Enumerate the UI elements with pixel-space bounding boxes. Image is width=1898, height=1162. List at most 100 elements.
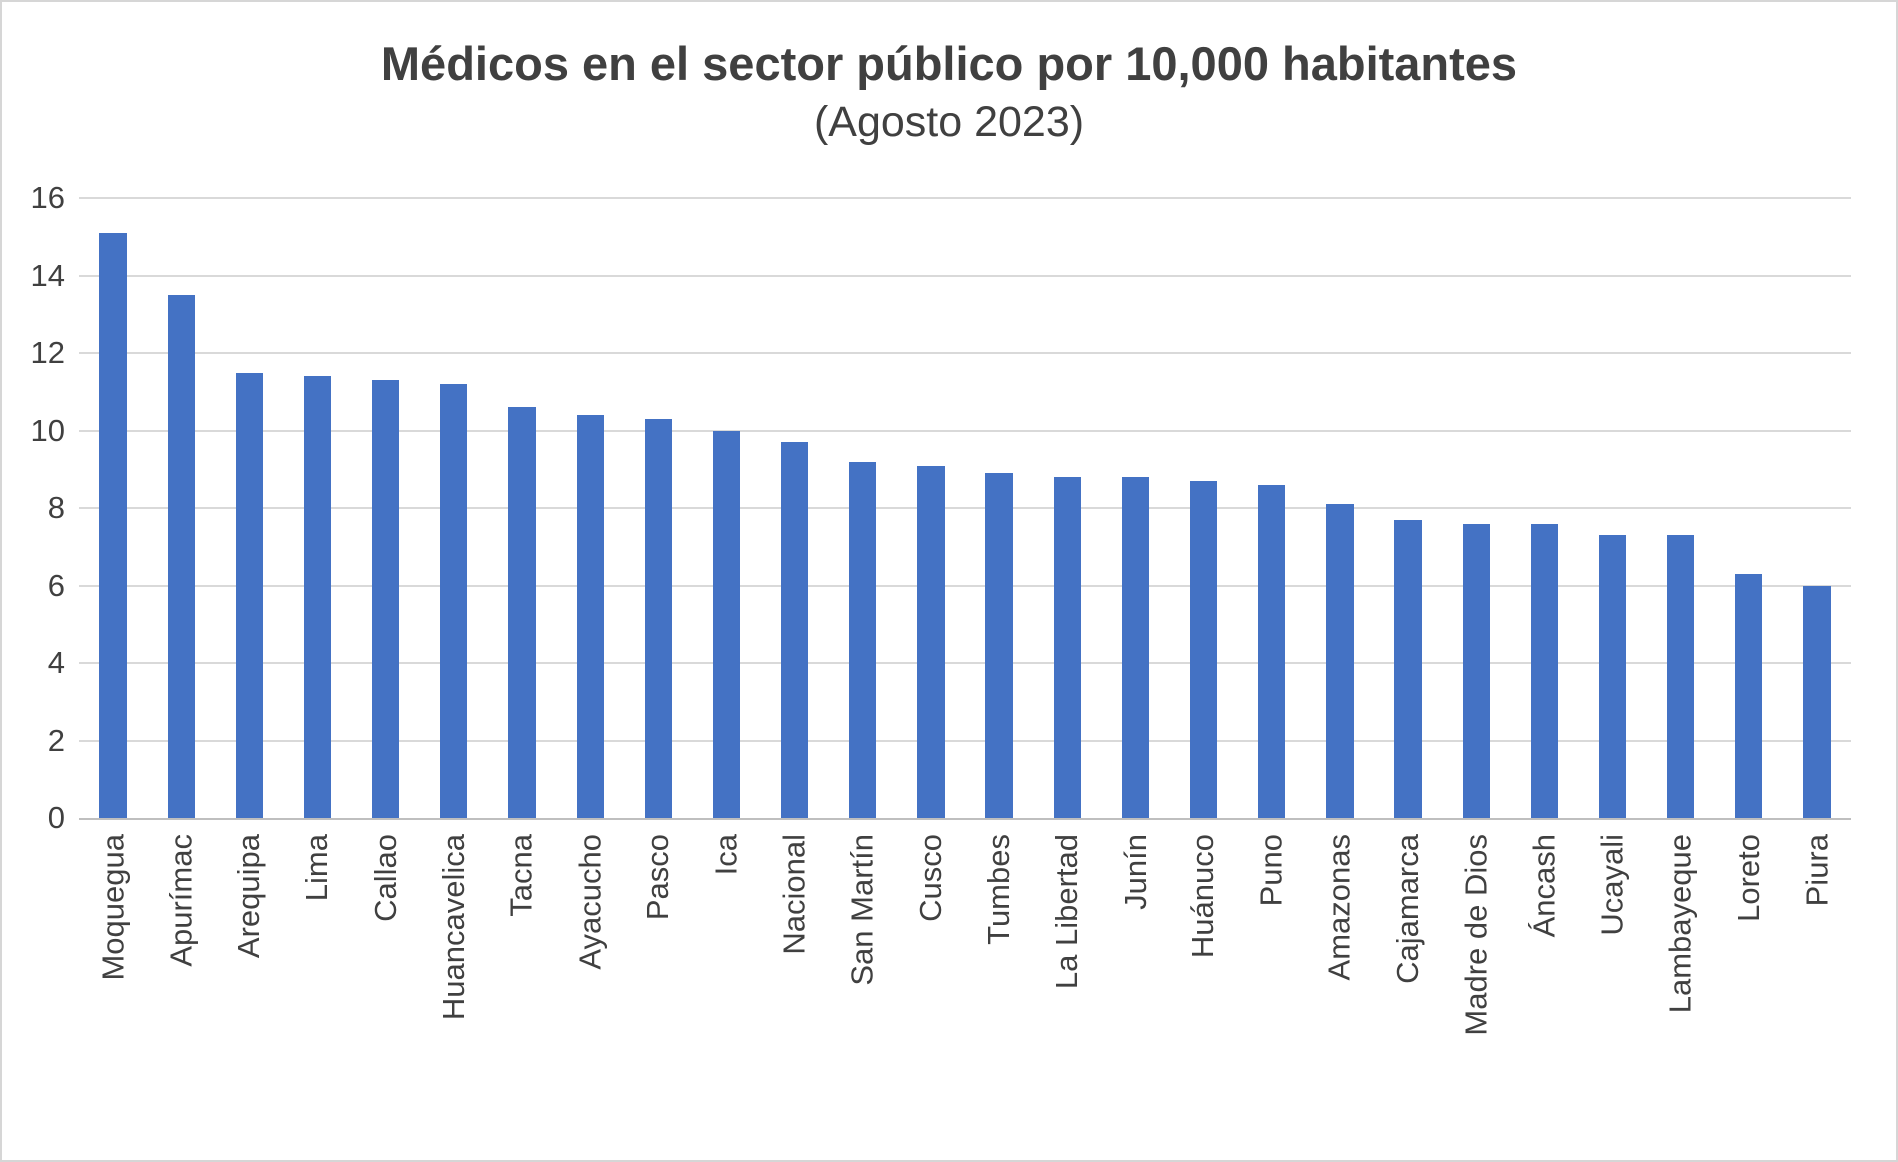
x-tick-label: Huancavelica [435, 834, 471, 1021]
chart-title: Médicos en el sector público por 10,000 … [380, 37, 1518, 90]
x-label-cell: San Martín [829, 834, 897, 1082]
plot-column: Moquegua Apurímac Arequipa Lima Callao Huanca… [79, 197, 1851, 1082]
y-tick-label: 4 [47, 645, 65, 681]
bar-madre-de-dios [1462, 523, 1490, 819]
bar-slot [897, 198, 965, 819]
bar-ayacucho [576, 415, 604, 819]
x-label-cell: Loreto [1715, 834, 1783, 1082]
x-tick-label: Lima [299, 834, 335, 902]
x-label-cell: Ucayali [1578, 834, 1646, 1082]
x-tick-label: Tacna [504, 834, 540, 917]
y-tick-label: 10 [30, 412, 65, 448]
x-label-cell: Piura [1783, 834, 1851, 1082]
bar-áncash [1530, 523, 1558, 819]
x-label-cell: Áncash [1510, 834, 1578, 1082]
bar-ica [712, 430, 741, 819]
x-tick-label: Tumbes [981, 834, 1017, 945]
x-tick-label: Áncash [1526, 834, 1562, 938]
x-axis-labels: Moquegua Apurímac Arequipa Lima Callao Huanca… [79, 820, 1851, 1082]
gridline [79, 662, 1851, 665]
bar-lambayeque [1667, 535, 1695, 819]
x-label-cell: Lambayeque [1647, 834, 1715, 1082]
x-tick-label: Piura [1798, 834, 1834, 907]
x-label-cell: Pasco [624, 834, 692, 1082]
bar-slot [1442, 198, 1510, 819]
x-label-cell: Nacional [761, 834, 829, 1082]
bar-slot [1647, 198, 1715, 819]
y-tick-label: 6 [47, 567, 65, 603]
x-tick-label: Junín [1117, 834, 1153, 910]
x-label-cell: Cusco [897, 834, 965, 1082]
x-label-cell: Apurímac [147, 834, 215, 1082]
bar-arequipa [235, 372, 264, 819]
gridline [79, 739, 1851, 742]
bar-slot [965, 198, 1033, 819]
bar-puno [1258, 484, 1286, 819]
x-label-cell: Huancavelica [420, 834, 488, 1082]
x-tick-label: Amazonas [1321, 834, 1357, 981]
x-tick-label: Lambayeque [1662, 834, 1698, 1014]
bar-slot [1306, 198, 1374, 819]
x-label-cell: Ayacucho [556, 834, 624, 1082]
bar-slot [1578, 198, 1646, 819]
gridline [79, 274, 1851, 277]
x-tick-label: Cusco [912, 834, 948, 923]
x-tick-label: Ayacucho [572, 834, 608, 970]
bar-slot [1715, 198, 1783, 819]
bar-moquegua [99, 233, 127, 819]
bar-huánuco [1189, 481, 1218, 819]
bar-slot [1510, 198, 1578, 819]
bar-slot [556, 198, 624, 819]
x-tick-label: Loreto [1730, 834, 1766, 923]
bar-slot [147, 198, 215, 819]
x-tick-label: Cajamarca [1390, 834, 1426, 985]
x-label-cell: Lima [283, 834, 351, 1082]
x-label-cell: Callao [352, 834, 420, 1082]
bar-slot [1783, 198, 1851, 819]
bar-junín [1121, 477, 1150, 819]
bar-slot [1374, 198, 1442, 819]
gridline [79, 584, 1851, 587]
x-label-cell: Puno [1238, 834, 1306, 1082]
bar-tacna [508, 407, 536, 819]
x-label-cell: Junín [1101, 834, 1169, 1082]
bar-callao [372, 380, 400, 819]
chart-subtitle: (Agosto 2023) [813, 98, 1085, 147]
x-tick-label: Ica [708, 834, 744, 876]
bar-slot [829, 198, 897, 819]
bar-la-libertad [1053, 477, 1081, 819]
bar-san-martín [849, 461, 877, 819]
x-label-cell: Amazonas [1306, 834, 1374, 1082]
bar-slot [215, 198, 283, 819]
y-tick-label: 0 [47, 800, 65, 836]
gridline [79, 429, 1851, 432]
gridline [79, 352, 1851, 355]
bar-slot [692, 198, 760, 819]
x-tick-label: Madre de Dios [1458, 834, 1494, 1036]
plot-area [79, 197, 1851, 821]
y-tick-label: 16 [30, 180, 65, 216]
bar-slot [624, 198, 692, 819]
gridline [79, 197, 1851, 200]
x-label-cell: Cajamarca [1374, 834, 1442, 1082]
bar-cusco [917, 465, 945, 819]
bar-nacional [781, 442, 809, 819]
y-tick-label: 14 [30, 257, 65, 293]
x-label-cell: Tacna [488, 834, 556, 1082]
y-tick-label: 12 [30, 335, 65, 371]
gridline [79, 507, 1851, 510]
x-label-cell: Madre de Dios [1442, 834, 1510, 1082]
x-tick-label: Callao [367, 834, 403, 923]
bar-pasco [644, 419, 672, 819]
y-tick-label: 8 [47, 490, 65, 526]
x-tick-label: La Libertad [1049, 834, 1085, 990]
x-tick-label: Puno [1253, 834, 1289, 907]
x-tick-label: Pasco [640, 834, 676, 921]
bars [79, 198, 1851, 819]
x-tick-label: Apurímac [163, 834, 199, 967]
x-label-cell: Moquegua [79, 834, 147, 1082]
x-label-cell: Huánuco [1170, 834, 1238, 1082]
bar-slot [1033, 198, 1101, 819]
bar-ucayali [1598, 535, 1627, 819]
